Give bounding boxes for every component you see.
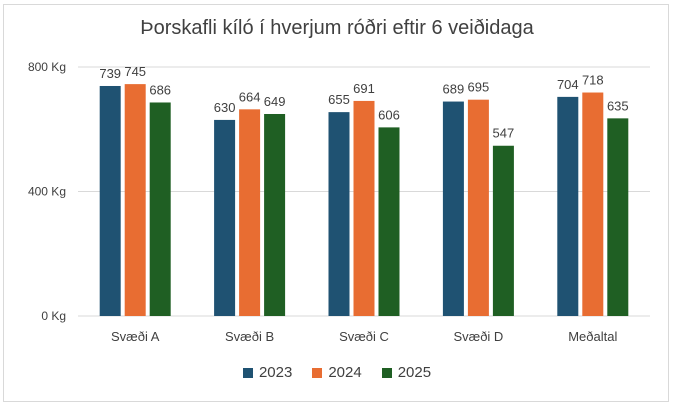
- bar-2024-5: [582, 92, 604, 317]
- data-label: 664: [239, 89, 261, 104]
- y-tick-label: 0 Kg: [41, 309, 66, 323]
- data-label: 686: [149, 82, 171, 97]
- x-category-label: Svæði A: [111, 329, 160, 344]
- y-tick-label: 800 Kg: [28, 60, 66, 74]
- data-label: 739: [99, 66, 121, 81]
- data-label: 606: [378, 107, 400, 122]
- data-label: 695: [468, 80, 490, 95]
- legend-swatch: [381, 367, 392, 378]
- bar-2025-5: [607, 118, 629, 316]
- chart-legend: 2023 2024 2025: [0, 364, 674, 381]
- y-tick-label: 400 Kg: [28, 185, 66, 199]
- bar-2025-4: [492, 145, 514, 316]
- x-category-label: Svæði B: [225, 329, 274, 344]
- x-category-label: Svæði D: [453, 329, 503, 344]
- bar-2023-5: [557, 96, 579, 316]
- data-label: 745: [124, 64, 146, 79]
- bar-2024-1: [124, 84, 146, 317]
- legend-item-2024: 2024: [312, 364, 362, 381]
- bar-2025-3: [378, 127, 400, 316]
- bar-2025-1: [149, 102, 171, 316]
- bar-2023-1: [99, 85, 121, 316]
- bar-2023-2: [214, 119, 236, 316]
- legend-swatch: [312, 367, 323, 378]
- data-label: 689: [443, 82, 465, 97]
- bar-2023-3: [328, 112, 350, 316]
- legend-item-2023: 2023: [242, 364, 293, 381]
- chart-title: Þorskafli kíló í hverjum róðri eftir 6 v…: [140, 17, 534, 39]
- data-label: 635: [607, 98, 629, 113]
- data-label: 630: [214, 100, 236, 115]
- bar-2024-3: [353, 100, 375, 317]
- data-label: 649: [264, 94, 286, 109]
- x-category-label: Svæði C: [339, 329, 389, 344]
- data-label: 691: [353, 81, 375, 96]
- data-label: 718: [582, 73, 604, 88]
- bar-2024-4: [467, 99, 489, 317]
- legend-swatch: [242, 367, 253, 378]
- data-label: 547: [493, 126, 515, 141]
- legend-label: 2025: [397, 364, 432, 381]
- data-label: 655: [328, 92, 350, 107]
- bar-2025-2: [264, 113, 286, 316]
- bar-2024-2: [239, 109, 261, 316]
- data-label: 704: [557, 77, 579, 92]
- bar-2023-4: [442, 101, 464, 316]
- legend-label: 2023: [258, 364, 293, 381]
- legend-label: 2024: [328, 364, 362, 381]
- legend-item-2025: 2025: [381, 364, 432, 381]
- x-category-label: Meðaltal: [568, 329, 617, 344]
